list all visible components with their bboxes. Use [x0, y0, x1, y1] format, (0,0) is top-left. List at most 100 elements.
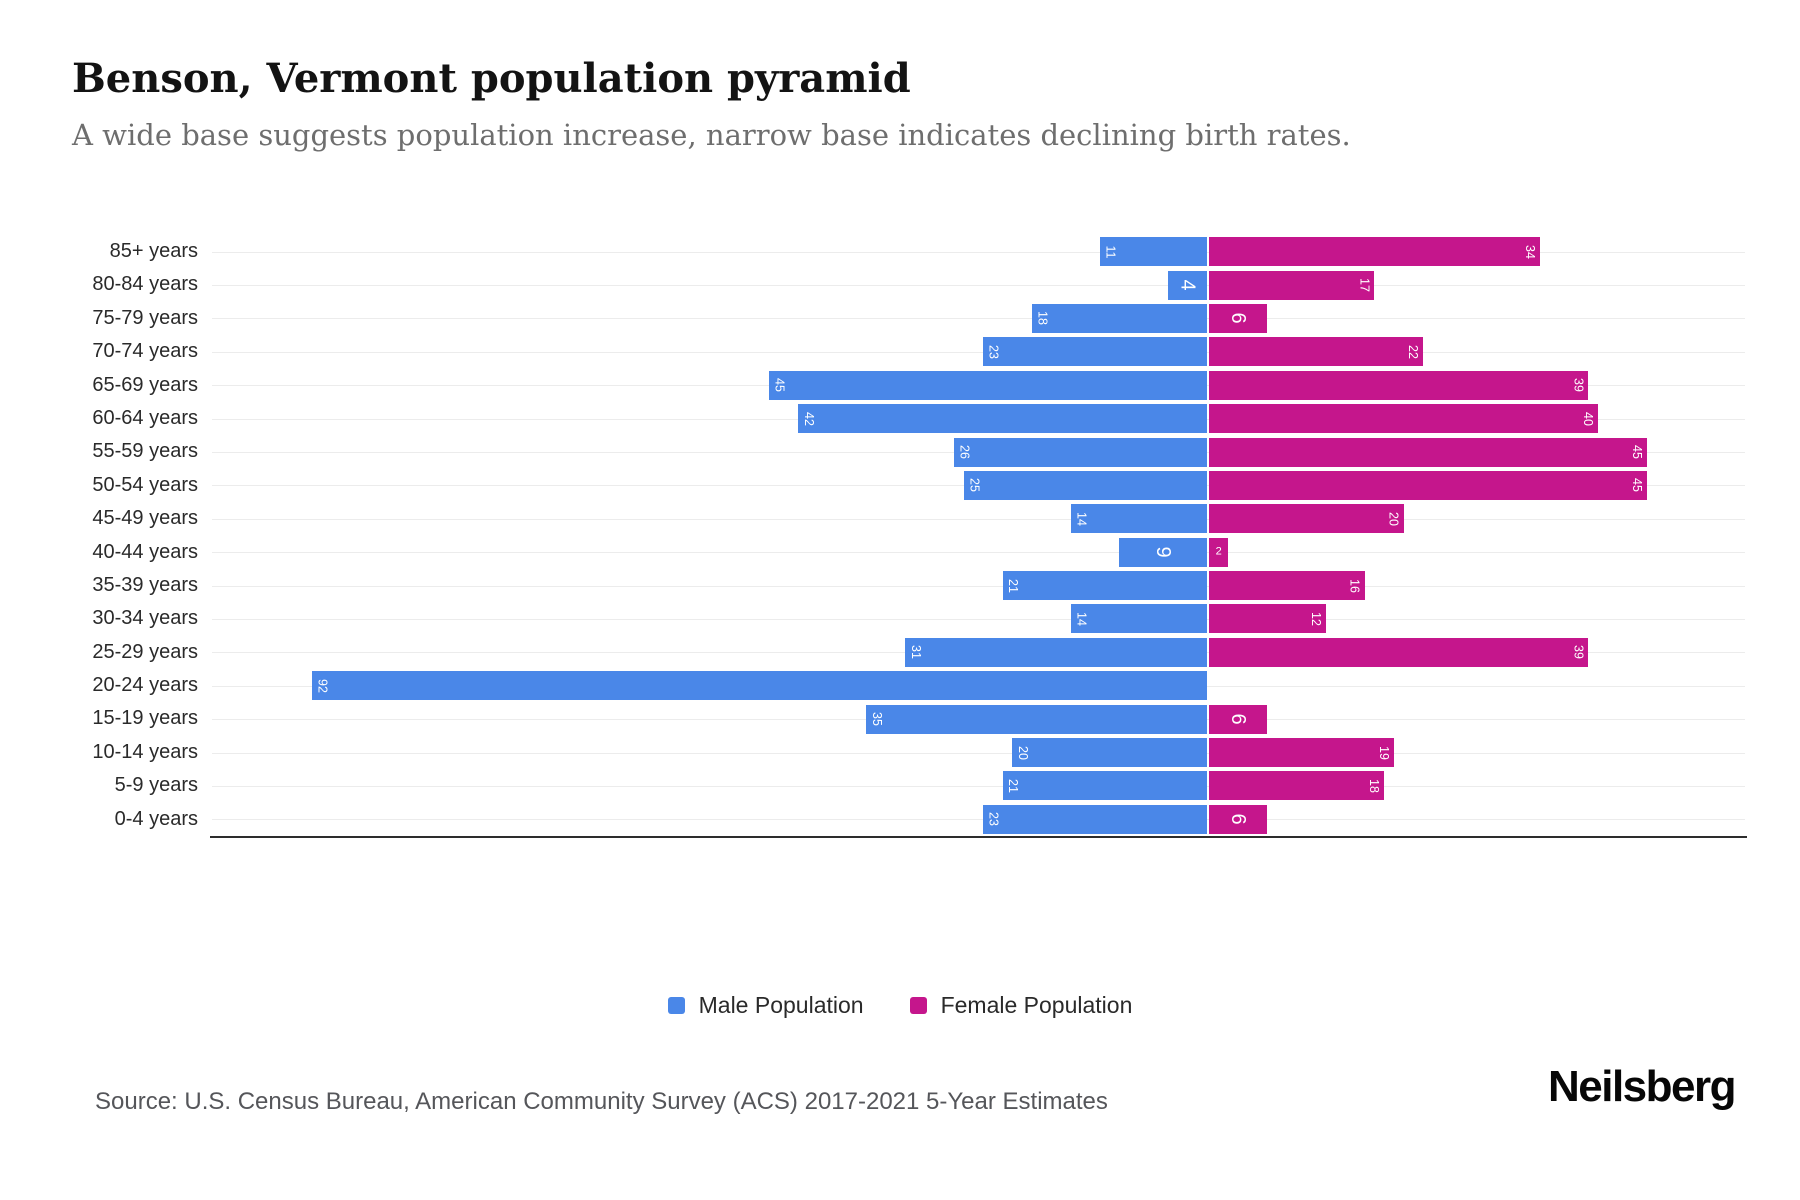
male-value-label: 23 — [986, 344, 1001, 359]
pyramid-row: 20-24 years 92 — [0, 669, 1800, 702]
pyramid-rows: 85+ years 11 34 80-84 years 4 17 75-79 years 18… — [0, 235, 1800, 836]
female-bar[interactable]: 6 — [1209, 704, 1268, 734]
pyramid-row: 15-19 years 35 6 — [0, 702, 1800, 735]
female-value-label: 6 — [1227, 813, 1250, 825]
pyramid-row: 35-39 years 21 16 — [0, 569, 1800, 602]
row-plot-area: 14 12 — [212, 602, 1745, 635]
male-value-label: 14 — [1074, 612, 1089, 626]
female-value-label: 20 — [1386, 511, 1401, 526]
female-bar[interactable]: 22 — [1209, 337, 1424, 367]
male-value-label: 31 — [908, 645, 923, 660]
male-bar[interactable]: 23 — [983, 804, 1207, 834]
age-axis-label: 75-79 years — [92, 306, 198, 329]
female-bar[interactable]: 34 — [1209, 237, 1540, 267]
female-bar[interactable]: 18 — [1209, 771, 1385, 801]
male-bar[interactable]: 11 — [1099, 237, 1207, 267]
male-bar[interactable]: 20 — [1012, 738, 1207, 768]
age-axis-label: 50-54 years — [92, 473, 198, 496]
male-value-label: 4 — [1176, 279, 1199, 291]
female-value-label: 39 — [1571, 378, 1586, 393]
female-bar[interactable]: 16 — [1209, 571, 1365, 601]
female-bar[interactable]: 12 — [1209, 604, 1326, 634]
male-bar[interactable]: 23 — [983, 337, 1207, 367]
male-bar[interactable]: 35 — [866, 704, 1207, 734]
male-value-label: 92 — [315, 678, 330, 693]
pyramid-row: 30-34 years 14 12 — [0, 602, 1800, 635]
male-value-label: 14 — [1074, 511, 1089, 526]
female-value-label: 12 — [1308, 612, 1323, 626]
male-bar[interactable]: 14 — [1070, 504, 1207, 534]
male-bar[interactable]: 21 — [1002, 771, 1207, 801]
female-bar[interactable]: 17 — [1209, 270, 1375, 300]
male-value-label: 9 — [1152, 546, 1175, 558]
female-bar[interactable]: 45 — [1209, 437, 1647, 467]
female-bar[interactable]: 40 — [1209, 404, 1599, 434]
male-value-label: 25 — [967, 478, 982, 493]
female-value-label: 22 — [1406, 344, 1421, 359]
chart-subtitle: A wide base suggests population increase… — [72, 118, 1351, 152]
legend-swatch-male — [667, 997, 685, 1014]
age-axis-label: 70-74 years — [92, 340, 198, 363]
male-value-label: 21 — [1006, 778, 1021, 793]
female-value-label: 17 — [1357, 278, 1372, 293]
female-bar[interactable]: 19 — [1209, 738, 1394, 768]
row-plot-area: 23 6 — [212, 803, 1745, 836]
row-plot-area: 20 19 — [212, 736, 1745, 769]
row-plot-area: 35 6 — [212, 702, 1745, 735]
legend-item-female[interactable]: Female Population — [909, 992, 1132, 1019]
male-bar[interactable]: 9 — [1119, 537, 1207, 567]
x-axis-line — [210, 836, 1747, 838]
male-bar[interactable]: 4 — [1168, 270, 1207, 300]
pyramid-row: 10-14 years 20 19 — [0, 736, 1800, 769]
row-plot-area: 14 20 — [212, 502, 1745, 535]
age-axis-label: 60-64 years — [92, 406, 198, 429]
pyramid-row: 75-79 years 18 6 — [0, 302, 1800, 335]
female-bar[interactable]: 45 — [1209, 470, 1647, 500]
female-bar[interactable]: 6 — [1209, 804, 1268, 834]
pyramid-row: 85+ years 11 34 — [0, 235, 1800, 268]
male-bar[interactable]: 42 — [798, 404, 1207, 434]
female-bar[interactable]: 6 — [1209, 303, 1268, 333]
female-bar[interactable]: 39 — [1209, 637, 1589, 667]
male-bar[interactable]: 31 — [905, 637, 1207, 667]
row-plot-area: 23 22 — [212, 335, 1745, 368]
female-value-label: 6 — [1227, 713, 1250, 725]
age-axis-label: 20-24 years — [92, 674, 198, 697]
female-bar[interactable]: 39 — [1209, 370, 1589, 400]
pyramid-row: 25-29 years 31 39 — [0, 636, 1800, 669]
age-axis-label: 5-9 years — [114, 774, 198, 797]
male-value-label: 11 — [1103, 245, 1118, 259]
female-value-label: 45 — [1629, 445, 1644, 459]
male-value-label: 20 — [1015, 745, 1030, 760]
age-axis-label: 45-49 years — [92, 507, 198, 530]
female-bar[interactable]: 2 — [1209, 537, 1229, 567]
row-plot-area: 25 45 — [212, 469, 1745, 502]
age-axis-label: 0-4 years — [114, 807, 198, 830]
source-attribution: Source: U.S. Census Bureau, American Com… — [95, 1088, 1108, 1115]
female-value-label: 2 — [1215, 545, 1222, 558]
legend-item-male[interactable]: Male Population — [667, 992, 864, 1019]
female-value-label: 19 — [1376, 745, 1391, 760]
female-value-label: 45 — [1629, 478, 1644, 493]
male-bar[interactable]: 14 — [1070, 604, 1207, 634]
male-value-label: 45 — [772, 378, 787, 393]
male-bar[interactable]: 18 — [1031, 303, 1207, 333]
pyramid-row: 45-49 years 14 20 — [0, 502, 1800, 535]
male-bar[interactable]: 92 — [311, 671, 1207, 701]
row-plot-area: 26 45 — [212, 435, 1745, 468]
age-axis-label: 85+ years — [109, 240, 198, 262]
male-bar[interactable]: 26 — [954, 437, 1207, 467]
age-axis-label: 40-44 years — [92, 540, 198, 563]
male-bar[interactable]: 25 — [963, 470, 1207, 500]
legend-swatch-female — [909, 997, 927, 1014]
female-bar[interactable]: 20 — [1209, 504, 1404, 534]
age-axis-label: 30-34 years — [92, 607, 198, 630]
row-plot-area: 31 39 — [212, 636, 1745, 669]
male-bar[interactable]: 45 — [769, 370, 1207, 400]
male-value-label: 42 — [801, 411, 816, 426]
row-plot-area: 21 16 — [212, 569, 1745, 602]
age-axis-label: 80-84 years — [92, 273, 198, 296]
male-bar[interactable]: 21 — [1002, 571, 1207, 601]
population-pyramid-chart: 85+ years 11 34 80-84 years 4 17 75-79 years 18… — [0, 235, 1800, 839]
pyramid-row: 40-44 years 9 2 — [0, 536, 1800, 569]
